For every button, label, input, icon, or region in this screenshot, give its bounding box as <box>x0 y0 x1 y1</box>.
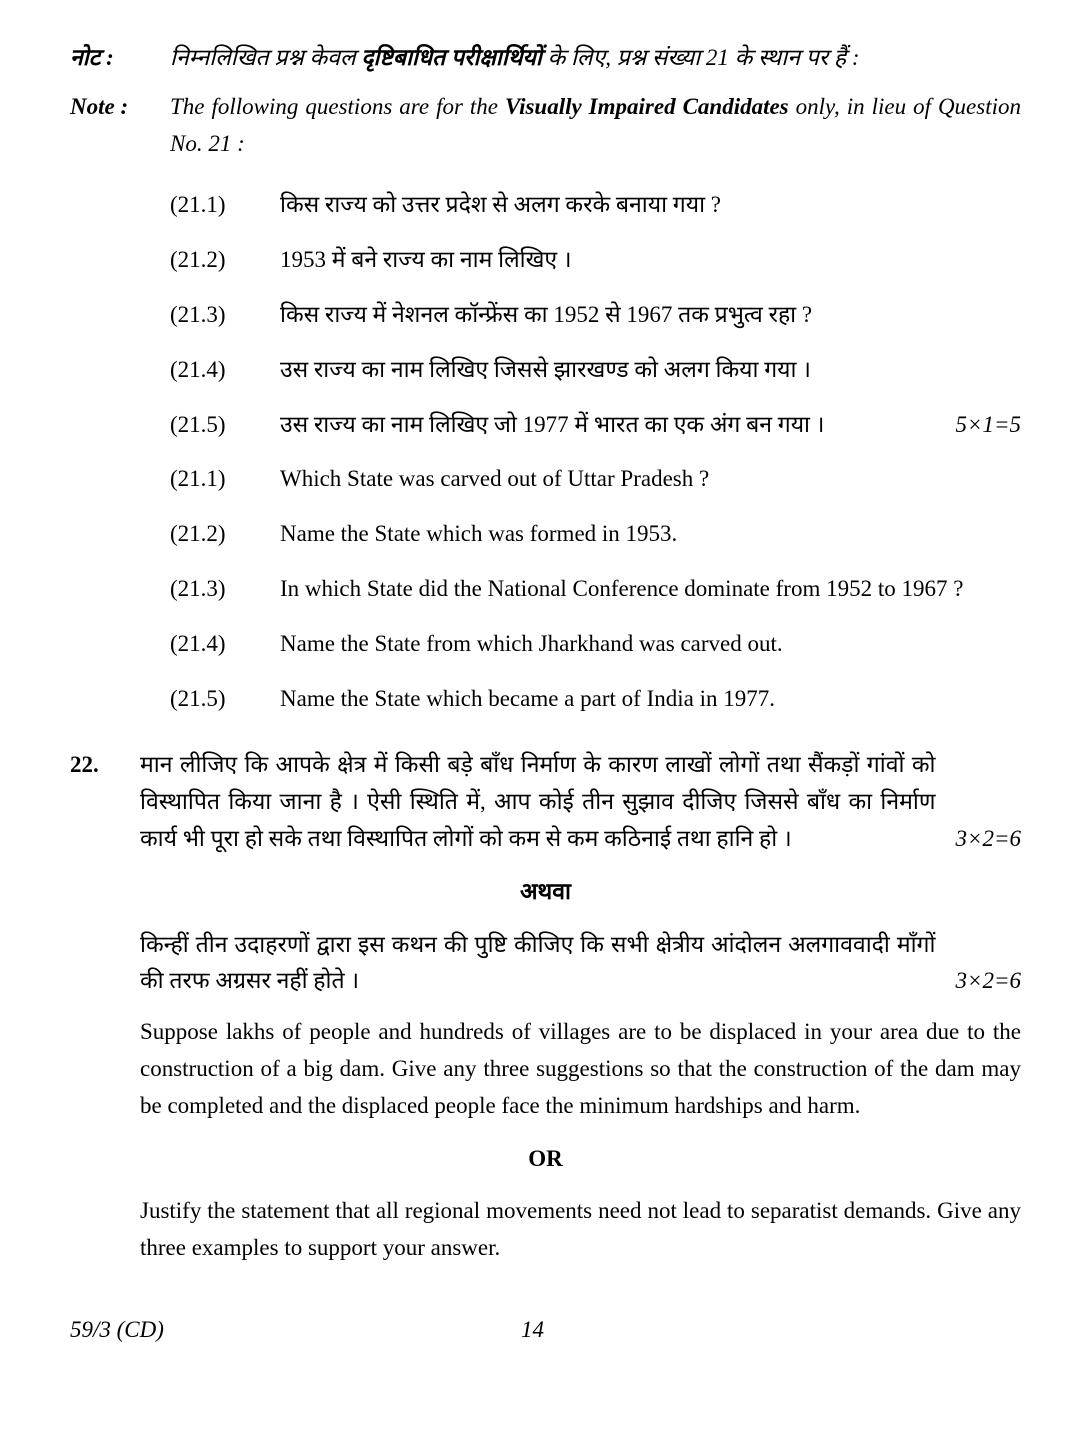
q-num: (21.1) <box>170 461 280 498</box>
q-num: (21.1) <box>170 187 280 224</box>
note-en-before: The following questions are for the <box>170 94 505 119</box>
note-hi-before: निम्नलिखित प्रश्न केवल <box>170 45 361 70</box>
q21-4-hi: (21.4) उस राज्य का नाम लिखिए जिससे झारखण… <box>70 352 1021 389</box>
q21-5-hi: (21.5) उस राज्य का नाम लिखिए जो 1977 में… <box>70 407 1021 444</box>
q22-hi-main-row: मान लीजिए कि आपके क्षेत्र में किसी बड़े … <box>140 747 1021 857</box>
q21-1-hi: (21.1) किस राज्य को उत्तर प्रदेश से अलग … <box>70 187 1021 224</box>
q21-5-en: (21.5) Name the State which became a par… <box>70 681 1021 718</box>
q22-hi-main: मान लीजिए कि आपके क्षेत्र में किसी बड़े … <box>140 747 935 857</box>
q22-en-alt: Justify the statement that all regional … <box>70 1193 1021 1267</box>
q-num: (21.2) <box>170 516 280 553</box>
note-label-en: Note : <box>70 89 170 163</box>
q-text: Which State was carved out of Uttar Prad… <box>280 461 1021 498</box>
sub-questions-english: (21.1) Which State was carved out of Utt… <box>70 461 1021 717</box>
note-hi-after: के लिए, प्रश्न संख्या 21 के स्थान पर हैं… <box>542 45 860 70</box>
or-label-en: OR <box>70 1141 1021 1178</box>
q22-hi-alt-row: किन्हीं तीन उदाहरणों द्वारा इस कथन की पु… <box>140 927 1021 1001</box>
q-text-with-marks: उस राज्य का नाम लिखिए जो 1977 में भारत क… <box>280 407 1021 444</box>
q22-hi-marks: 3×2=6 <box>935 821 1021 858</box>
sub-questions-hindi: (21.1) किस राज्य को उत्तर प्रदेश से अलग … <box>70 187 1021 443</box>
q22-hi-alt: किन्हीं तीन उदाहरणों द्वारा इस कथन की पु… <box>140 927 935 1001</box>
q21-3-en: (21.3) In which State did the National C… <box>70 571 1021 608</box>
note-en-bold: Visually Impaired Candidates <box>505 94 789 119</box>
q-text: किस राज्य को उत्तर प्रदेश से अलग करके बन… <box>280 187 1021 224</box>
q22-hi-alt-marks: 3×2=6 <box>935 963 1021 1000</box>
q22-hindi: 22. मान लीजिए कि आपके क्षेत्र में किसी ब… <box>70 747 1021 857</box>
note-english: Note : The following questions are for t… <box>70 89 1021 163</box>
q-text: In which State did the National Conferen… <box>280 571 1021 608</box>
q22-en-main: Suppose lakhs of people and hundreds of … <box>70 1014 1021 1124</box>
note-hi-bold: दृष्टिबाधित परीक्षार्थियों <box>361 45 541 70</box>
q-num: (21.4) <box>170 626 280 663</box>
page-number: 14 <box>521 1312 544 1349</box>
q21-2-hi: (21.2) 1953 में बने राज्य का नाम लिखिए । <box>70 242 1021 279</box>
page-footer: 59/3 (CD) 14 <box>70 1312 1021 1349</box>
q21-1-en: (21.1) Which State was carved out of Utt… <box>70 461 1021 498</box>
q21-4-en: (21.4) Name the State from which Jharkha… <box>70 626 1021 663</box>
q-text: उस राज्य का नाम लिखिए जिससे झारखण्ड को अ… <box>280 352 1021 389</box>
q21-3-hi: (21.3) किस राज्य में नेशनल कॉन्फ्रेंस का… <box>70 297 1021 334</box>
note-text-hi: निम्नलिखित प्रश्न केवल दृष्टिबाधित परीक्… <box>170 40 1021 77</box>
q-num: (21.4) <box>170 352 280 389</box>
q-text: 1953 में बने राज्य का नाम लिखिए । <box>280 242 1021 279</box>
note-label-hi: नोट : <box>70 40 170 77</box>
q-num: (21.5) <box>170 681 280 718</box>
q-num: (21.3) <box>170 297 280 334</box>
q-text: Name the State which became a part of In… <box>280 681 1021 718</box>
q-text: Name the State from which Jharkhand was … <box>280 626 1021 663</box>
marks: 5×1=5 <box>935 407 1021 444</box>
q-text: उस राज्य का नाम लिखिए जो 1977 में भारत क… <box>280 407 824 444</box>
q-text: Name the State which was formed in 1953. <box>280 516 1021 553</box>
q-num: (21.5) <box>170 407 280 444</box>
note-hindi: नोट : निम्नलिखित प्रश्न केवल दृष्टिबाधित… <box>70 40 1021 77</box>
paper-code: 59/3 (CD) <box>70 1312 164 1349</box>
q22-hi-alt-body: किन्हीं तीन उदाहरणों द्वारा इस कथन की पु… <box>70 927 1021 1001</box>
q22-hi-body: मान लीजिए कि आपके क्षेत्र में किसी बड़े … <box>140 747 1021 857</box>
q-num: (21.3) <box>170 571 280 608</box>
q21-2-en: (21.2) Name the State which was formed i… <box>70 516 1021 553</box>
note-text-en: The following questions are for the Visu… <box>170 89 1021 163</box>
or-label-hi: अथवा <box>70 874 1021 911</box>
q22-num: 22. <box>70 747 140 857</box>
q-num: (21.2) <box>170 242 280 279</box>
q-text: किस राज्य में नेशनल कॉन्फ्रेंस का 1952 स… <box>280 297 1021 334</box>
